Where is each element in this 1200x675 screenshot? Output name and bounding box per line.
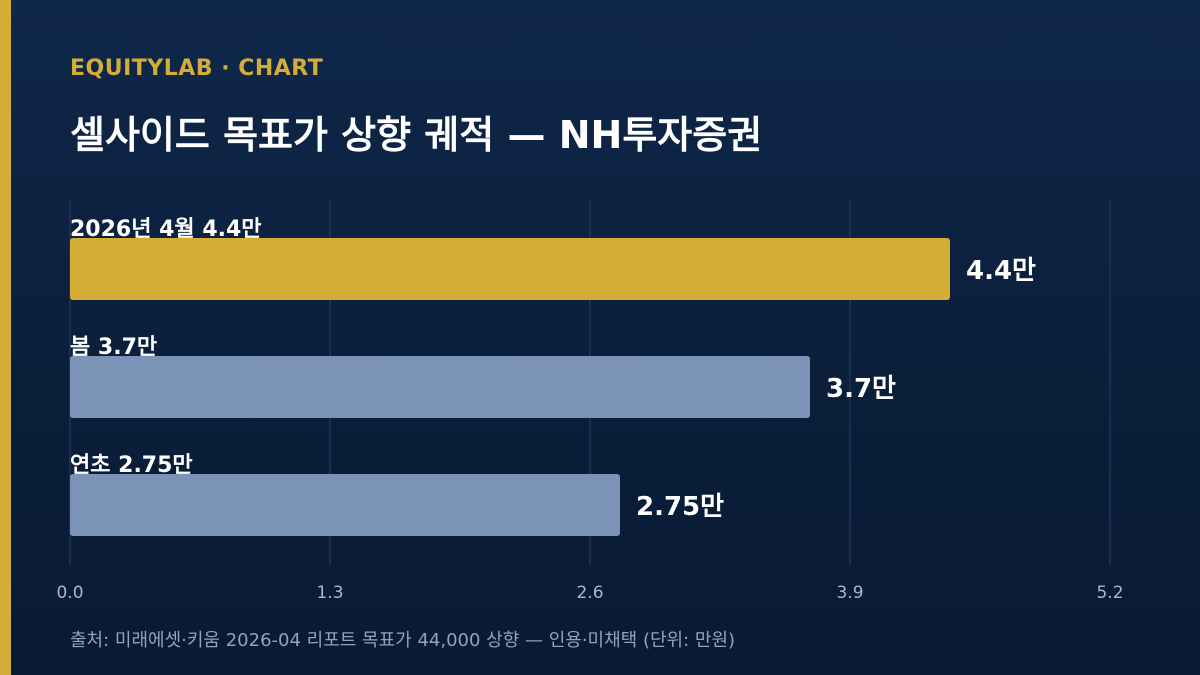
- x-tick-label: 3.9: [836, 583, 863, 603]
- value-label: 2.75만: [636, 492, 724, 522]
- x-tick-label: 2.6: [576, 583, 603, 603]
- value-label: 3.7만: [826, 374, 896, 404]
- accent-bar: [0, 0, 11, 675]
- bar: [70, 238, 950, 300]
- chart-title: 셀사이드 목표가 상향 궤적 — NH투자증권: [70, 113, 763, 157]
- category-label: 봄 3.7만: [70, 335, 157, 360]
- bar: [70, 356, 810, 418]
- x-tick-label: 1.3: [316, 583, 343, 603]
- x-tick-label: 0.0: [56, 583, 83, 603]
- category-label: 2026년 4월 4.4만: [70, 217, 262, 242]
- source-footnote: 출처: 미래에셋·키움 2026-04 리포트 목표가 44,000 상향 — …: [70, 630, 736, 651]
- bar: [70, 474, 620, 536]
- category-label: 연초 2.75만: [70, 453, 193, 478]
- x-tick-label: 5.2: [1096, 583, 1123, 603]
- value-label: 4.4만: [966, 256, 1036, 286]
- kicker-label: EQUITYLAB · CHART: [70, 56, 324, 81]
